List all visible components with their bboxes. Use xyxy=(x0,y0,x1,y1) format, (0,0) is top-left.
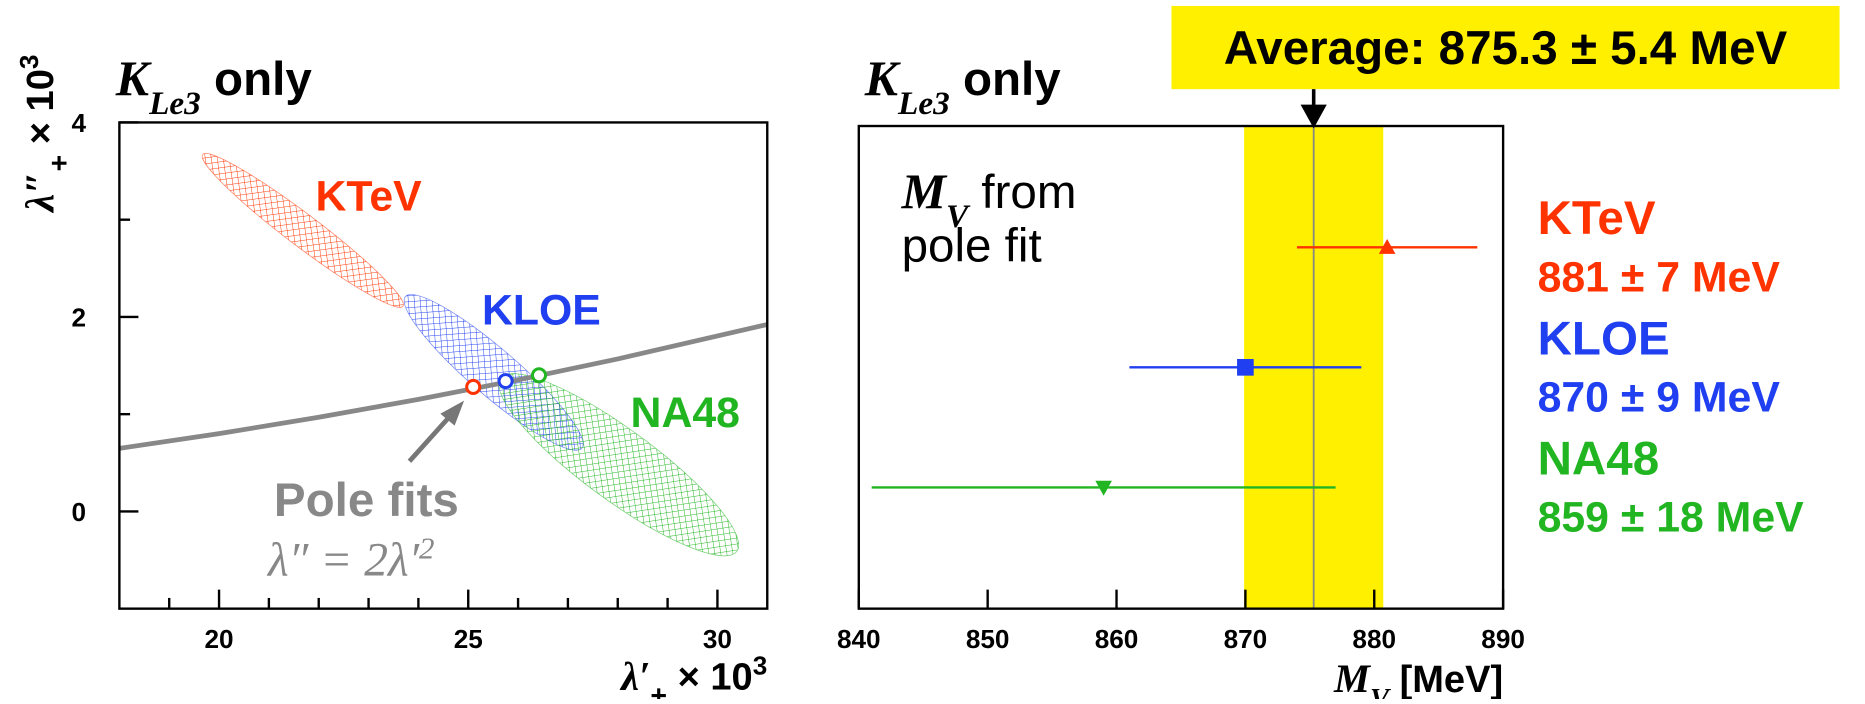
pole-fit-point xyxy=(530,367,548,384)
legend-label: KLOE xyxy=(1538,312,1670,365)
y-tick-label: 0 xyxy=(72,497,87,527)
series-label: KLOE xyxy=(482,287,601,335)
series-label: KTeV xyxy=(316,172,423,220)
x-axis-label-part: 3 xyxy=(753,650,768,680)
contour-ellipse xyxy=(201,153,404,308)
plot-frame xyxy=(857,124,1505,610)
annotation-part: pole fit xyxy=(902,220,1042,273)
annotation-arrowhead xyxy=(440,400,465,426)
pole-fit-curve xyxy=(119,322,768,451)
data-point xyxy=(1378,238,1396,254)
annotation-arrow xyxy=(407,412,455,463)
x-axis-label-part: × 10 xyxy=(667,656,753,698)
x-axis-label-part: [MeV] xyxy=(1389,659,1503,699)
chart-title: KLe3 only xyxy=(864,51,1062,122)
x-tick-label: 840 xyxy=(837,624,881,654)
chart-title-part: only xyxy=(950,53,1062,106)
pole-fit-point xyxy=(465,378,482,395)
annotation-part: from xyxy=(968,166,1076,219)
x-tick-label: 870 xyxy=(1224,624,1268,654)
average-label: Average: 875.3 ± 5.4 MeV xyxy=(1224,22,1788,75)
y-tick-label: 2 xyxy=(72,302,87,332)
x-axis-label-part: λ′ xyxy=(619,653,650,698)
annotation: Pole fits xyxy=(274,474,459,527)
chart-title-part: only xyxy=(201,53,313,106)
annotation-part: M xyxy=(901,164,948,219)
y-axis-label: λ″+ × 103 xyxy=(14,55,76,214)
average-arrowhead xyxy=(1300,104,1327,129)
y-axis-label-part: λ″ xyxy=(17,171,62,213)
contour-ellipse xyxy=(498,373,740,557)
chart-title: KLe3 only xyxy=(115,51,313,122)
x-axis-label: MV [MeV] xyxy=(1333,656,1503,699)
x-tick-label: 850 xyxy=(966,624,1010,654)
legend-label: NA48 xyxy=(1538,432,1660,485)
value-label: 881 ± 7 MeV xyxy=(1538,253,1781,301)
legend-label: KTeV xyxy=(1538,192,1656,245)
annotation: MV from pole fit xyxy=(901,164,1077,272)
x-tick-label: 890 xyxy=(1481,624,1525,654)
x-axis-label-part: M xyxy=(1333,656,1372,699)
x-axis-label: λ′+ × 103 xyxy=(619,650,767,699)
series-label: NA48 xyxy=(631,389,740,437)
chart-title-part: K xyxy=(115,51,153,106)
y-axis-label-part: 3 xyxy=(14,55,44,70)
annotation-formula-part: λ″ = 2λ′ xyxy=(266,534,420,586)
data-point xyxy=(1095,480,1112,496)
chart-title-part: Le3 xyxy=(897,85,950,122)
x-tick-label: 25 xyxy=(454,624,483,654)
annotation-formula-part: 2 xyxy=(419,530,434,565)
x-tick-label: 880 xyxy=(1352,624,1396,654)
x-axis-label-part: + xyxy=(650,680,667,699)
data-point xyxy=(1237,359,1254,376)
x-axis-label-part: V xyxy=(1370,683,1391,699)
y-axis-label-part: + xyxy=(44,155,76,172)
annotation-formula: λ″ = 2λ′2 xyxy=(266,530,434,587)
chart-title-part: Le3 xyxy=(148,85,201,122)
x-tick-label: 20 xyxy=(205,624,234,654)
y-axis-label-part: × 10 xyxy=(20,69,62,155)
average-label-box xyxy=(1171,5,1840,90)
y-tick-label: 4 xyxy=(72,108,87,138)
annotation-part: V xyxy=(946,198,971,235)
pole-fit-point xyxy=(497,373,514,390)
value-label: 870 ± 9 MeV xyxy=(1538,373,1781,421)
x-tick-label: 860 xyxy=(1095,624,1139,654)
x-tick-label: 30 xyxy=(703,624,732,654)
value-label: 859 ± 18 MeV xyxy=(1538,493,1805,541)
chart-title-part: K xyxy=(864,51,902,106)
plot-frame xyxy=(118,121,769,610)
